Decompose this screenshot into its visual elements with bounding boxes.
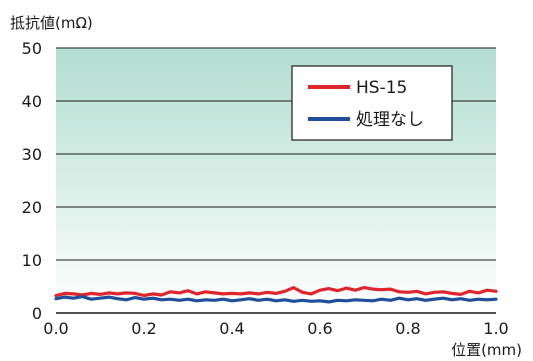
series-line-1 — [54, 286, 498, 298]
y-tick-labels: 0 10 20 30 40 50 — [22, 39, 42, 323]
x-tick-label: 1.0 — [483, 319, 508, 338]
legend-box — [291, 65, 453, 141]
y-tick-label: 40 — [22, 92, 42, 111]
legend-label: 処理なし — [356, 110, 424, 130]
x-tick-labels: 0.0 0.2 0.4 0.6 0.8 1.0 — [43, 319, 508, 338]
y-tick-label: 0 — [32, 304, 42, 323]
x-tick-label: 0.2 — [131, 319, 156, 338]
legend: HS-15 処理なし — [291, 65, 453, 141]
x-axis-title: 位置(mm) — [451, 341, 522, 359]
y-tick-label: 30 — [22, 145, 42, 164]
y-tick-label: 20 — [22, 198, 42, 217]
x-tick-label: 0.6 — [307, 319, 332, 338]
y-tick-label: 10 — [22, 251, 42, 270]
x-tick-label: 0.4 — [219, 319, 244, 338]
legend-label: HS-15 — [356, 78, 407, 98]
grid-lines — [56, 47, 496, 314]
y-axis-title: 抵抗値(mΩ) — [10, 14, 93, 32]
data-series — [54, 286, 498, 304]
x-tick-label: 0.0 — [43, 319, 68, 338]
y-tick-label: 50 — [22, 39, 42, 58]
x-tick-label: 0.8 — [395, 319, 420, 338]
series-line-2 — [54, 295, 498, 304]
